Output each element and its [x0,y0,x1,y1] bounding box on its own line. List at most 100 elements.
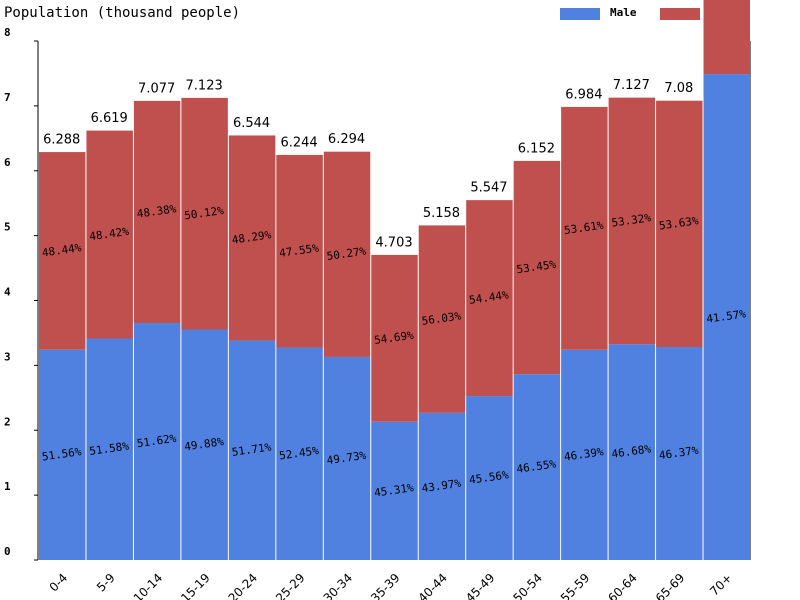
bar-segment [323,356,371,560]
total-label: 7.08 [664,81,693,96]
x-tick-label: 25-29 [273,571,308,600]
bar-segment [656,347,703,560]
bar-segment [513,374,561,560]
share-label: 54.69% [373,329,415,347]
total-label: 6.544 [233,116,270,131]
bar-segment [323,151,371,357]
bar-segment [418,225,466,413]
bar-segment [39,152,86,350]
x-tick-label: 50-54 [510,571,545,600]
bar-segment [133,100,181,324]
x-tick-label: 55-59 [558,571,593,600]
share-label: 53.63% [658,214,700,232]
share-label: 50.12% [183,204,225,222]
bar-segment [276,154,323,348]
bar-segment [371,421,418,560]
bar-segment [561,349,608,560]
y-tick-label: 3 [4,350,11,363]
bar-segment [561,106,608,350]
legend-swatch [660,8,700,20]
bar-segment [276,347,323,560]
share-label: 41.57% [706,307,748,325]
x-tick-label: 10-14 [131,571,166,600]
legend-label: Male [610,6,637,19]
y-tick-label: 0 [4,545,11,558]
x-tick-label: 30-34 [321,571,356,600]
x-tick-label: 45-49 [463,571,498,600]
total-label: 7.077 [138,81,175,96]
x-tick-label: 65-69 [653,571,688,600]
share-label: 45.31% [373,481,415,499]
total-label: 6.244 [280,135,317,150]
share-label: 52.45% [278,444,320,462]
legend-swatch [560,8,600,20]
share-label: 48.29% [231,228,273,246]
total-label: 6.294 [328,132,365,147]
x-tick-label: 20-24 [226,571,261,600]
y-tick-label: 1 [4,480,11,493]
y-tick-label: 8 [4,26,11,39]
share-label: 48.44% [41,241,83,259]
bar-segment [181,97,228,330]
bar-segment [418,412,466,560]
share-label: 49.73% [326,449,368,467]
share-label: 53.32% [611,211,653,229]
bar-segment [371,254,418,422]
bar-segment [608,344,656,560]
share-label: 49.88% [183,435,225,453]
share-label: 51.58% [89,440,131,458]
share-label: 54.44% [468,288,510,306]
x-tick-label: 60-64 [605,571,640,600]
bar-segment [466,200,513,397]
x-tick-label: 70+ [707,571,735,599]
share-label: 48.42% [89,225,131,243]
y-tick-label: 7 [4,91,11,104]
share-label: 46.37% [658,444,700,462]
y-tick-label: 6 [4,156,11,169]
total-label: 6.984 [565,87,602,102]
bar-segment [181,329,228,560]
share-label: 46.68% [611,442,653,460]
y-tick-label: 5 [4,221,11,234]
total-label: 5.158 [423,206,460,221]
bar-segment [228,340,276,560]
x-tick-label: 40-44 [416,571,451,600]
y-tick-label: 4 [4,286,11,299]
share-label: 56.03% [421,309,463,327]
share-label: 51.56% [41,445,83,463]
share-label: 50.27% [326,245,368,263]
total-label: 6.152 [518,141,555,156]
total-label: 7.127 [613,78,650,93]
x-tick-label: 0-4 [47,571,71,595]
bar-segment [608,97,656,345]
x-tick-label: 15-19 [178,571,213,600]
share-label: 48.38% [136,202,178,220]
share-label: 51.62% [136,432,178,450]
bar-segment [39,349,86,560]
bar-segment [513,160,561,375]
share-label: 53.45% [516,258,558,276]
total-label: 4.703 [375,235,412,250]
bar-segment [133,323,181,560]
y-tick-label: 2 [4,415,11,428]
share-label: 53.61% [563,219,605,237]
bar-segment [466,396,513,560]
share-label: 43.97% [421,477,463,495]
total-label: 6.619 [91,111,128,126]
bar-segment [86,130,133,339]
share-label: 46.39% [563,445,605,463]
x-tick-label: 5-9 [94,571,118,595]
share-label: 51.71% [231,440,273,458]
share-label: 45.56% [468,468,510,486]
total-label: 7.123 [186,78,223,93]
bar-segment [86,338,133,560]
chart-title: Population (thousand people) [4,5,240,21]
x-tick-label: 35-39 [368,571,403,600]
share-label: 46.55% [516,457,558,475]
share-label: 47.55% [278,241,320,259]
bar-segment [656,100,703,348]
total-label: 6.288 [43,133,80,148]
bar-segment [228,135,276,341]
bar-segment [703,0,750,75]
